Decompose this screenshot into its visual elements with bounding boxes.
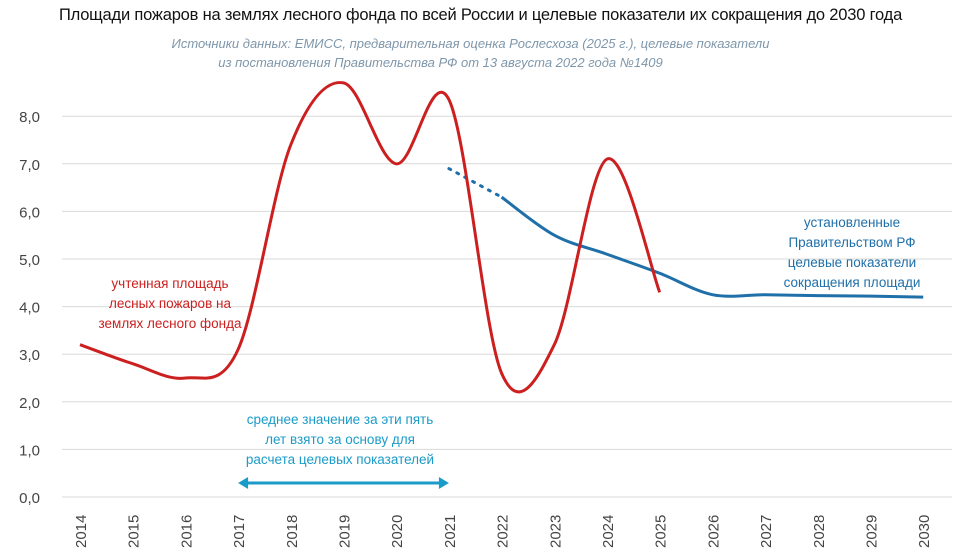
x-tick-label: 2019 xyxy=(337,515,354,548)
x-tick-label: 2018 xyxy=(284,515,301,548)
y-tick-label: 3,0 xyxy=(19,347,40,364)
x-tick-label: 2016 xyxy=(178,515,195,548)
x-tick-label: 2029 xyxy=(864,515,881,548)
annotation-line: среднее значение за эти пять xyxy=(246,412,434,427)
x-tick-label: 2027 xyxy=(758,515,775,548)
annotation-line: Правительством РФ xyxy=(788,235,916,250)
annotation-actual-area: учтенная площадь лесных пожаров на земля… xyxy=(80,274,260,334)
annotation-line: лет взято за основу для xyxy=(265,432,415,447)
chart-subtitle-line-1: Источники данных: ЕМИСС, предварительная… xyxy=(171,36,770,51)
actual-series-line xyxy=(79,81,662,394)
y-tick-label: 7,0 xyxy=(19,157,40,174)
annotation-line: установленные xyxy=(803,215,901,230)
annotation-line: землях лесного фонда xyxy=(98,316,242,331)
arrow-right-icon xyxy=(438,477,449,489)
x-tick-label: 2021 xyxy=(442,515,459,548)
y-tick-label: 6,0 xyxy=(19,204,40,221)
x-tick-label: 2017 xyxy=(231,515,248,548)
x-tick-label: 2022 xyxy=(495,515,512,548)
x-tick-label: 2030 xyxy=(916,515,933,548)
x-tick-label: 2028 xyxy=(811,515,828,548)
x-tick-label: 2014 xyxy=(73,515,90,548)
annotation-line: лесных пожаров на xyxy=(109,296,231,311)
y-tick-label: 5,0 xyxy=(19,252,40,269)
annotation-line: учтенная площадь xyxy=(111,276,229,291)
y-tick-label: 2,0 xyxy=(19,395,40,412)
annotation-line: целевые показатели xyxy=(787,255,917,270)
annotation-line: расчета целевых показателей xyxy=(245,452,435,467)
x-tick-label: 2015 xyxy=(126,515,143,548)
x-tick-label: 2023 xyxy=(547,515,564,548)
target-series-dotted-segment xyxy=(447,167,504,199)
y-tick-label: 8,0 xyxy=(19,109,40,126)
y-tick-label: 4,0 xyxy=(19,300,40,317)
annotation-line: сокращения площади xyxy=(783,275,921,290)
y-tick-label: 0,0 xyxy=(19,490,40,507)
y-tick-label: 1,0 xyxy=(19,442,40,459)
annotation-targets: установленные Правительством РФ целевые … xyxy=(752,213,952,293)
x-tick-label: 2024 xyxy=(600,515,617,548)
x-tick-label: 2025 xyxy=(653,515,670,548)
chart-subtitle-line-2: из постановления Правительства РФ от 13 … xyxy=(218,55,663,70)
target-series-line xyxy=(500,195,924,299)
x-tick-label: 2020 xyxy=(389,515,406,548)
arrow-left-icon xyxy=(238,477,249,489)
annotation-base-period: среднее значение за эти пять лет взято з… xyxy=(210,410,470,470)
x-tick-label: 2026 xyxy=(705,515,722,548)
chart-title: Площади пожаров на землях лесного фонда … xyxy=(58,6,903,24)
